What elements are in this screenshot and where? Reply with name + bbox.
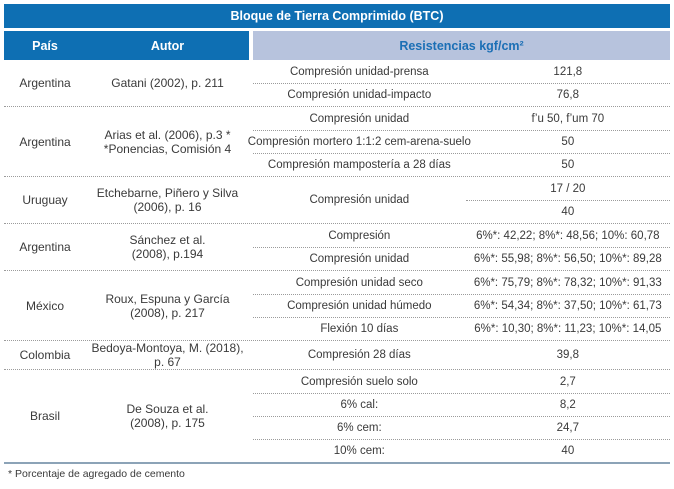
resistencia-label: Compresión unidad (309, 253, 410, 265)
resistencias-cell: Compresión unidad-prensa 121,8 Compresión … (253, 60, 670, 106)
resistencia-values: 17 / 20 40 (465, 177, 670, 223)
resistencia-subrow: Compresión 6%*: 42,22; 8%*: 48,56; 10%: 6… (253, 224, 670, 247)
table-row-group: Colombia Bedoya-Montoya, M. (2018), p. 67… (4, 341, 670, 370)
resistencia-value: f’u 50, f’um 70 (531, 112, 605, 125)
resistencia-value: 50 (561, 136, 575, 148)
pais-cell: Uruguay (22, 193, 68, 207)
pais-cell: México (25, 298, 64, 313)
table-row-group: Argentina Arias et al. (2006), p.3 * *Pone… (4, 107, 670, 177)
resistencia-label: Compresión unidad húmedo (287, 300, 432, 312)
autor-line: (2008), p. 175 (130, 416, 205, 430)
pais-cell: Argentina (19, 76, 71, 90)
table-row-group: Uruguay Etchebarne, Piñero y Silva (2006),… (4, 177, 670, 224)
resistencia-subrow: Compresión mampostería a 28 días 50 (253, 153, 670, 176)
resistencia-subrow: Compresión unidad f’u 50, f’um 70 (253, 107, 670, 130)
resistencia-subrow: 10% cem: 40 (253, 439, 670, 462)
resistencia-subrow: Compresión unidad-prensa 121,8 (253, 60, 670, 83)
resistencia-value: 50 (561, 159, 575, 171)
resistencia-value: 40 (561, 445, 575, 457)
autor-line: Etchebarne, Piñero y Silva (96, 186, 239, 200)
autor-line: De Souza et al. (126, 402, 209, 416)
table-row-group: Argentina Sánchez et al. (2008), p.194 Comp… (4, 224, 670, 271)
resistencia-label: Compresión suelo solo (300, 375, 418, 388)
resistencia-value: 40 (465, 200, 670, 223)
resistencia-value: 6%*: 55,98; 8%*: 56,50; 10%*: 89,28 (473, 253, 662, 265)
resistencia-label: 6% cem: (336, 422, 382, 434)
resistencia-label: Compresión unidad (309, 112, 410, 125)
resistencia-subrow: 6% cem: 24,7 (253, 416, 670, 439)
resistencia-value: 6%*: 42,22; 8%*: 48,56; 10%: 60,78 (476, 229, 660, 242)
autor-line: (2006), p. 16 (133, 200, 202, 214)
resistencia-label: Compresión 28 días (307, 349, 411, 361)
footnote: * Porcentaje de agregado de cemento (8, 468, 185, 480)
resistencia-subrow: Compresión unidad seco 6%*: 75,79; 8%*: 7… (253, 271, 670, 294)
resistencia-subrow: Compresión unidad húmedo 6%*: 54,34; 8%*:… (253, 294, 670, 317)
resistencia-subrow: Compresión mortero 1:1:2 cem-arena-suelo… (247, 130, 670, 153)
resistencia-label: Compresión mampostería a 28 días (267, 159, 451, 171)
resistencia-subrow: Compresión unidad 6%*: 55,98; 8%*: 56,50;… (253, 247, 670, 270)
autor-line: (2008), p. 217 (130, 305, 205, 320)
resistencia-value: 121,8 (553, 65, 583, 78)
autor-cell: Roux, Espuna y García (2008), p. 217 (86, 271, 249, 340)
autor-cell: Etchebarne, Piñero y Silva (2006), p. 16 (86, 177, 249, 223)
header-pais-autor-band: País Autor (4, 31, 249, 60)
resistencia-label: Compresión unidad-impacto (287, 89, 432, 101)
resistencias-cell: Compresión unidad seco 6%*: 75,79; 8%*: 7… (253, 271, 670, 340)
resistencia-value: 76,8 (556, 89, 580, 101)
table-header: País Autor Resistencias kgf/cm² (4, 31, 670, 60)
pais-cell: Argentina (19, 240, 71, 254)
resistencia-value: 6%*: 54,34; 8%*: 37,50; 10%*: 61,73 (473, 300, 662, 312)
resistencias-cell: Compresión suelo solo 2,7 6% cal: 8,2 6% cem… (253, 370, 670, 462)
resistencias-cell: Compresión 28 días 39,8 (253, 341, 670, 369)
resistencia-label: Compresión unidad seco (295, 276, 423, 289)
table-row-group: Brasil De Souza et al. (2008), p. 175 Compr… (4, 370, 670, 462)
autor-cell: Bedoya-Montoya, M. (2018), p. 67 (86, 341, 249, 369)
resistencia-label: Flexión 10 días (320, 323, 399, 335)
resistencia-subrow: Compresión unidad 17 / 20 40 (253, 177, 670, 223)
resistencia-value: 39,8 (556, 349, 580, 361)
header-pais: País (32, 38, 58, 53)
resistencia-subrow: Compresión unidad-impacto 76,8 (253, 83, 670, 106)
resistencia-label: Compresión unidad-prensa (289, 65, 429, 78)
resistencia-label: 6% cal: (340, 399, 379, 411)
autor-cell: Gatani (2002), p. 211 (86, 60, 249, 106)
resistencia-value: 6%*: 10,30; 8%*: 11,23; 10%*: 14,05 (474, 323, 662, 335)
autor-line: Bedoya-Montoya, M. (2018), p. 67 (91, 341, 244, 369)
resistencias-cell: Compresión unidad f’u 50, f’um 70 Compresi… (247, 107, 670, 176)
autor-line: Sánchez et al. (129, 233, 206, 247)
table-row-group: México Roux, Espuna y García (2008), p. 21… (4, 271, 670, 341)
pais-cell: Colombia (19, 348, 71, 362)
autor-line: Gatani (2002), p. 211 (111, 76, 224, 90)
header-autor: Autor (150, 38, 185, 53)
resistencias-cell: Compresión unidad 17 / 20 40 (253, 177, 670, 223)
resistencia-value: 17 / 20 (550, 182, 586, 195)
resistencia-label: Compresión unidad (309, 194, 410, 206)
pais-cell: Brasil (29, 409, 60, 423)
pais-cell: Argentina (19, 134, 71, 149)
autor-cell: Sánchez et al. (2008), p.194 (86, 224, 249, 270)
autor-line: Roux, Espuna y García (105, 291, 230, 306)
resistencia-subrow: 6% cal: 8,2 (253, 393, 670, 416)
table-title: Bloque de Tierra Comprimido (BTC) (4, 4, 670, 28)
resistencia-value: 6%*: 75,79; 8%*: 78,32; 10%*: 91,33 (473, 276, 662, 289)
resistencia-subrow: Compresión suelo solo 2,7 (253, 370, 670, 393)
resistencia-value: 8,2 (559, 399, 576, 411)
autor-line: Arias et al. (2006), p.3 * (104, 127, 231, 142)
autor-line: (2008), p.194 (131, 247, 204, 261)
resistencia-subrow: Flexión 10 días 6%*: 10,30; 8%*: 11,23; 1… (253, 317, 670, 340)
resistencia-subrow: Compresión 28 días 39,8 (253, 344, 670, 367)
resistencia-value: 2,7 (559, 375, 576, 388)
resistencia-value: 24,7 (556, 422, 580, 434)
header-resistencias: Resistencias kgf/cm² (253, 31, 670, 60)
resistencias-cell: Compresión 6%*: 42,22; 8%*: 48,56; 10%: 6… (253, 224, 670, 270)
resistencia-label: Compresión mortero 1:1:2 cem-arena-suelo (247, 136, 471, 148)
resistencia-label: 10% cem: (333, 445, 385, 457)
table-body: Argentina Gatani (2002), p. 211 Compresión… (4, 60, 670, 464)
autor-cell: Arias et al. (2006), p.3 * *Ponencias, Co… (86, 107, 249, 176)
autor-cell: De Souza et al. (2008), p. 175 (86, 370, 249, 462)
table-row-group: Argentina Gatani (2002), p. 211 Compresión… (4, 60, 670, 107)
autor-line: *Ponencias, Comisión 4 (103, 141, 232, 156)
resistencia-label: Compresión (328, 229, 391, 242)
